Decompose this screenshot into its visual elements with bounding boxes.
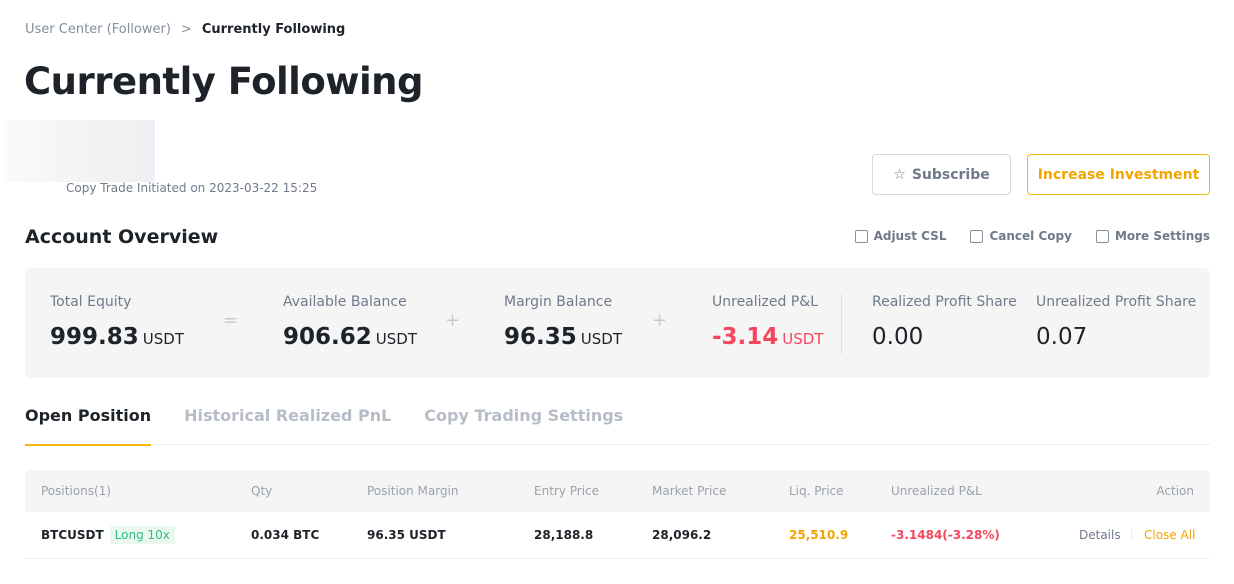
tab-open-position[interactable]: Open Position <box>25 406 152 446</box>
breadcrumb-separator: > <box>180 22 192 37</box>
copy-trade-initiated: Copy Trade Initiated on 2023-03-22 15:25 <box>66 181 318 195</box>
close-all-link[interactable]: Close All <box>1144 528 1196 542</box>
table-row: BTCUSDT Long 10x 0.034 BTC 96.35 USDT 28,… <box>25 512 1210 559</box>
stat-label: Margin Balance <box>504 294 613 310</box>
stat-value: 906.62 <box>283 324 372 350</box>
stat-value: 999.83 <box>50 324 139 350</box>
edit-icon <box>854 229 868 243</box>
total-equity: Total Equity 999.83 USDT <box>50 294 184 350</box>
realized-profit-share: Realized Profit Share 0.00 <box>872 294 1017 350</box>
col-position-margin: Position Margin <box>367 484 459 498</box>
more-settings-label: More Settings <box>1114 229 1210 243</box>
liq-price: 25,510.9 <box>789 528 849 542</box>
avatar <box>5 120 155 182</box>
breadcrumb: User Center (Follower) > Currently Followi… <box>25 22 345 37</box>
col-qty: Qty <box>251 484 273 498</box>
edit-icon <box>1095 229 1109 243</box>
positions-table: Positions(1) Qty Position Margin Entry P… <box>25 470 1210 559</box>
cancel-copy-link[interactable]: Cancel Copy <box>970 229 1072 243</box>
tab-copy-trading-settings[interactable]: Copy Trading Settings <box>424 406 624 425</box>
col-market-price: Market Price <box>652 484 727 498</box>
entry-price: 28,188.8 <box>534 528 594 542</box>
stat-label: Unrealized P&L <box>712 294 818 310</box>
side-badge: Long 10x <box>109 526 175 544</box>
stat-unit: USDT <box>375 330 417 348</box>
adjust-csl-link[interactable]: Adjust CSL <box>854 229 947 243</box>
symbol: BTCUSDT Long 10x <box>41 526 175 544</box>
divider <box>1131 529 1132 541</box>
equals-operator: = <box>223 310 239 331</box>
stat-value: 0.00 <box>872 324 924 350</box>
stat-unit: USDT <box>782 330 824 348</box>
unrealized-profit-share: Unrealized Profit Share 0.07 <box>1036 294 1196 350</box>
qty: 0.034 BTC <box>251 528 320 542</box>
page-title: Currently Following <box>24 60 423 103</box>
tab-historical-realized-pnl[interactable]: Historical Realized PnL <box>184 406 392 425</box>
stat-unit: USDT <box>142 330 184 348</box>
stat-value: -3.14 <box>712 324 779 350</box>
details-link[interactable]: Details <box>1079 528 1121 542</box>
market-price: 28,096.2 <box>652 528 712 542</box>
col-unrealized-pnl: Unrealized P&L <box>891 484 982 498</box>
subscribe-label: Subscribe <box>911 166 990 183</box>
tabs: Open Position Historical Realized PnL Co… <box>25 406 1210 446</box>
stat-value: 96.35 <box>504 324 577 350</box>
account-overview-title: Account Overview <box>25 226 219 248</box>
divider <box>841 294 842 354</box>
cancel-copy-label: Cancel Copy <box>989 229 1072 243</box>
stat-value: 0.07 <box>1036 324 1088 350</box>
col-positions: Positions(1) <box>41 484 111 498</box>
account-overview-panel: Total Equity 999.83 USDT = Available Balan… <box>25 268 1210 378</box>
col-action: Action <box>1156 484 1194 498</box>
adjust-csl-label: Adjust CSL <box>873 229 947 243</box>
col-entry-price: Entry Price <box>534 484 600 498</box>
stat-unit: USDT <box>580 330 622 348</box>
breadcrumb-current: Currently Following <box>201 22 346 37</box>
stat-label: Available Balance <box>283 294 407 310</box>
symbol-text: BTCUSDT <box>41 528 104 542</box>
stat-label: Unrealized Profit Share <box>1036 294 1197 310</box>
margin-balance: Margin Balance 96.35 USDT <box>504 294 622 350</box>
account-actions: Adjust CSL Cancel Copy More Settings <box>854 229 1210 243</box>
unrealized-pnl: Unrealized P&L -3.14 USDT <box>712 294 824 350</box>
increase-investment-button[interactable]: Increase Investment <box>1027 154 1210 195</box>
star-icon: ☆ <box>893 166 906 183</box>
available-balance: Available Balance 906.62 USDT <box>283 294 417 350</box>
table-header: Positions(1) Qty Position Margin Entry P… <box>25 470 1210 512</box>
breadcrumb-parent[interactable]: User Center (Follower) <box>25 22 171 37</box>
more-settings-link[interactable]: More Settings <box>1095 229 1210 243</box>
col-liq-price: Liq. Price <box>789 484 844 498</box>
unrealized-pnl: -3.1484(-3.28%) <box>891 528 1000 542</box>
minus-square-icon <box>970 229 984 243</box>
stat-label: Realized Profit Share <box>872 294 1017 310</box>
subscribe-button[interactable]: ☆ Subscribe <box>872 154 1011 195</box>
position-margin: 96.35 USDT <box>367 528 446 542</box>
stat-label: Total Equity <box>50 294 132 310</box>
plus-operator: + <box>445 310 461 331</box>
plus-operator: + <box>652 310 668 331</box>
